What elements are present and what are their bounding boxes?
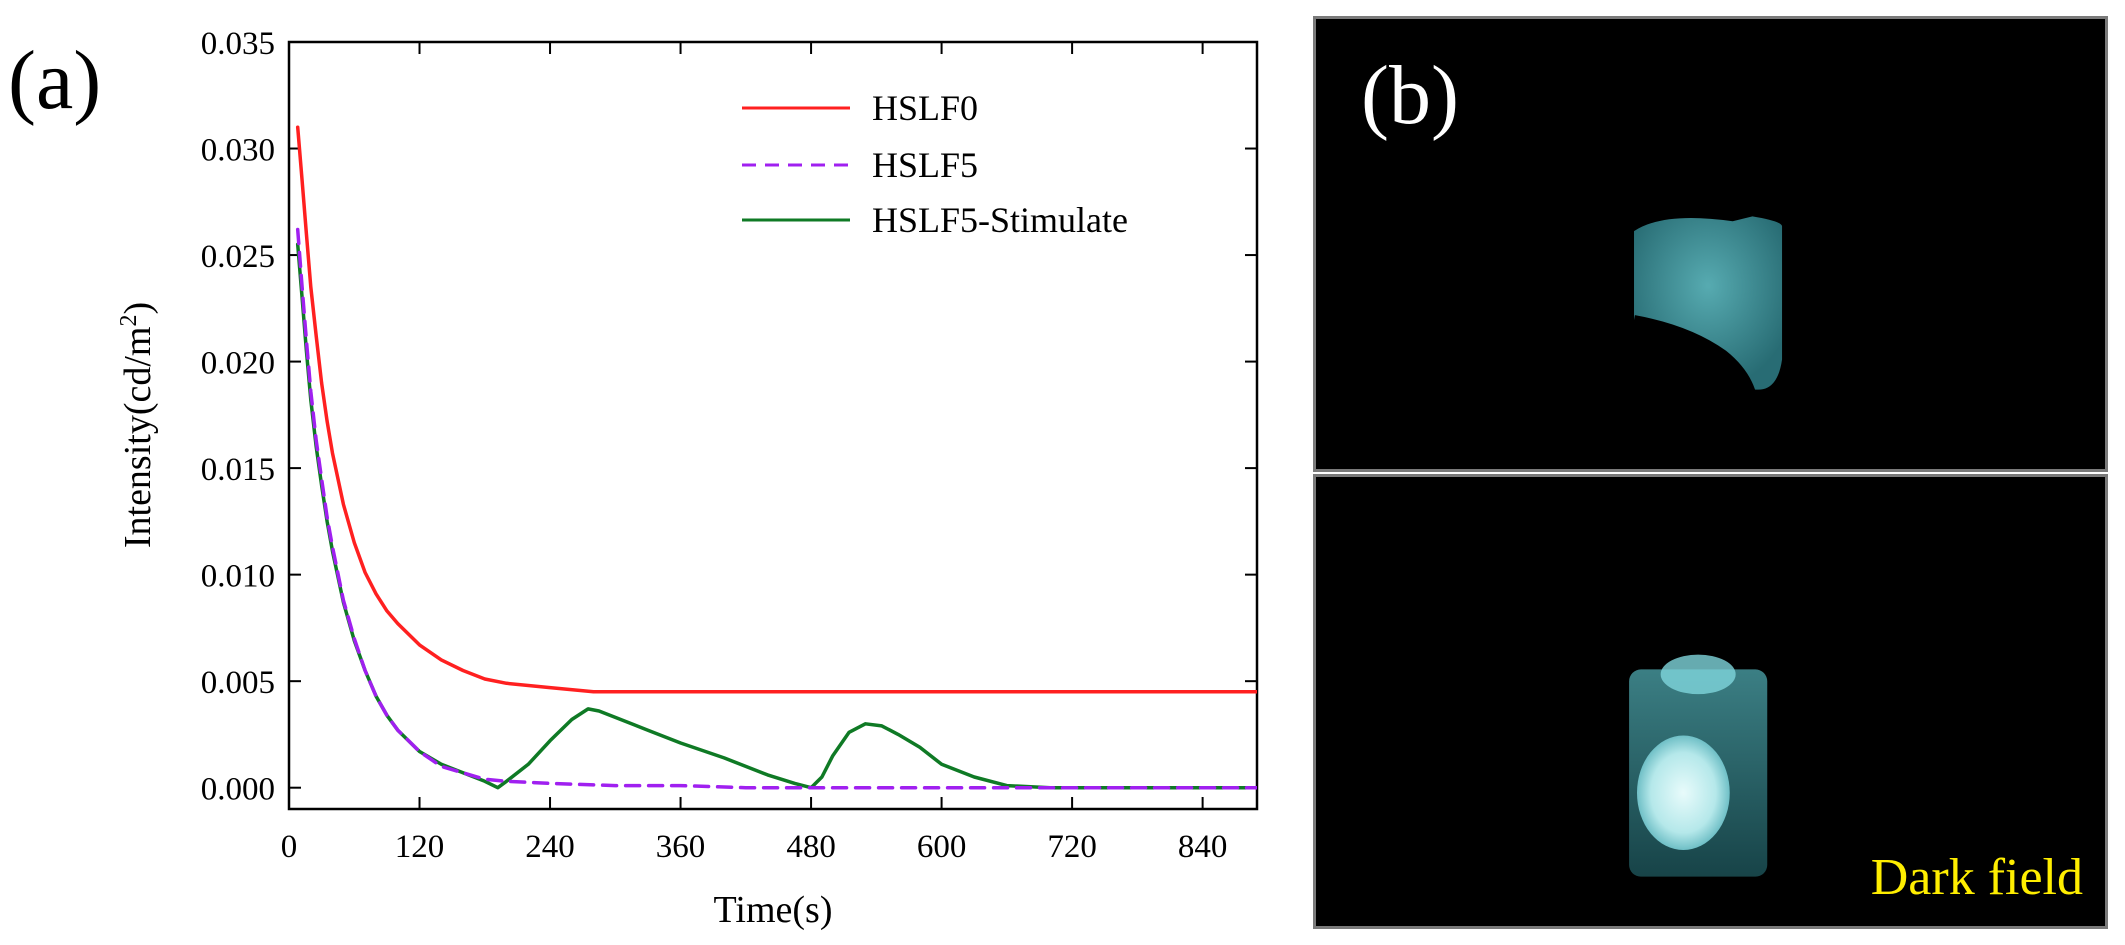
y-axis-label-superscript: 2 (116, 315, 142, 327)
plot-frame (287, 40, 1259, 811)
photo-panel-top: (b) (1313, 16, 2108, 472)
x-tick-label: 360 (656, 829, 706, 865)
legend-label-hslf5: HSLF5 (872, 145, 978, 185)
y-axis-label-suffix: ) (117, 302, 159, 315)
y-axis-label: Intensity(cd/m2) (116, 302, 159, 548)
photo-panel-bottom: Dark field (1313, 474, 2108, 929)
x-tick-label: 240 (525, 829, 575, 865)
panel-a-label: (a) (8, 34, 101, 127)
series-line-hslf0 (295, 125, 1257, 694)
phosphor-film-photo (1633, 216, 1783, 401)
panel-b-label: (b) (1361, 49, 1459, 142)
y-tick-label: 0.010 (201, 559, 275, 595)
dark-field-caption: Dark field (1870, 849, 2083, 906)
y-axis: 0.000 0.005 0.010 0.015 0.020 0.025 0.030 0.035 (201, 26, 1257, 808)
legend: HSLF0 HSLF5 HSLF5-Stimulate (742, 88, 1128, 240)
y-tick-label: 0.035 (201, 26, 275, 62)
x-tick-label: 0 (281, 829, 298, 865)
x-tick-label: 120 (395, 829, 445, 865)
y-tick-label: 0.025 (201, 239, 275, 275)
x-tick-label: 600 (917, 829, 967, 865)
stimulated-spot (1636, 735, 1730, 851)
y-tick-label: 0.000 (201, 772, 275, 808)
film-curl-shadow (1633, 315, 1758, 401)
y-tick-label: 0.015 (201, 452, 275, 488)
stimulated-film-photo (1629, 654, 1768, 877)
series-layer (295, 125, 1257, 790)
y-axis-label-main: Intensity(cd/m (117, 327, 159, 549)
chart-a: 0.000 0.005 0.010 0.015 0.020 0.025 0.030 0.035… (116, 26, 1259, 931)
x-tick-label: 840 (1178, 829, 1228, 865)
y-tick-label: 0.020 (201, 346, 275, 382)
y-tick-label: 0.005 (201, 665, 275, 701)
film-glow-shape (1634, 216, 1783, 390)
x-tick-label: 480 (786, 829, 836, 865)
legend-label-hslf0: HSLF0 (872, 88, 978, 128)
x-axis-label: Time(s) (714, 889, 833, 931)
series-line-hslf5 (295, 227, 1257, 790)
x-tick-label: 720 (1047, 829, 1097, 865)
y-tick-label: 0.030 (201, 133, 275, 169)
x-axis: 0 120 240 360 480 600 720 840 (281, 42, 1228, 865)
legend-label-hslf5-stimulate: HSLF5-Stimulate (872, 200, 1128, 240)
film-top-glow (1660, 654, 1736, 695)
series-line-hslf5-stimulate (295, 242, 1257, 790)
